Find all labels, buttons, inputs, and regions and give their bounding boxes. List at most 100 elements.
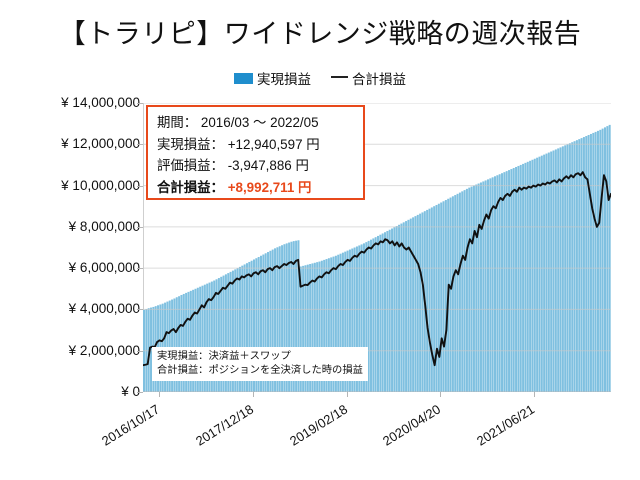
bar: [440, 202, 443, 392]
bar: [231, 270, 234, 392]
bar: [449, 197, 452, 392]
bar: [458, 192, 461, 392]
bar: [281, 245, 284, 392]
bar: [557, 148, 560, 392]
bar: [498, 174, 501, 392]
bar: [594, 131, 597, 392]
bar: [150, 307, 153, 392]
bar: [477, 183, 480, 392]
infobox-realized-value: +12,940,597 円: [227, 136, 320, 152]
x-axis-tick-label: 2019/02/18: [286, 401, 350, 449]
bar: [248, 261, 251, 392]
y-axis-tick-label: ¥ 6,000,000: [68, 260, 140, 276]
bar: [316, 262, 319, 392]
bar: [353, 247, 356, 392]
bar: [517, 165, 520, 392]
chart-legend: 実現損益 合計損益: [0, 68, 640, 88]
bar: [224, 274, 227, 392]
bar: [444, 200, 447, 392]
note-line-total: 合計損益：ポジションを全決済した時の損益: [157, 365, 363, 376]
bar: [407, 219, 410, 392]
bar: [601, 128, 604, 392]
y-axis-tick-mark: [137, 309, 143, 311]
bar: [203, 284, 206, 392]
bar: [405, 221, 408, 392]
bar: [573, 141, 576, 392]
bar: [505, 171, 508, 392]
bar: [575, 140, 578, 392]
bar: [241, 265, 244, 392]
bar: [147, 308, 150, 392]
bar: [166, 301, 169, 392]
x-axis-tick-mark: [346, 392, 348, 397]
infobox-period-value: 2016/03 〜 2022/05: [200, 115, 319, 130]
infobox-unrealized-row: 評価損益： -3,947,886 円: [157, 155, 363, 177]
bar: [182, 293, 185, 392]
bar: [561, 146, 564, 392]
bar: [217, 278, 220, 392]
bar: [484, 180, 487, 392]
bar: [515, 166, 518, 392]
bar: [339, 253, 342, 392]
definition-notebox: 実現損益：決済益＋スワップ 合計損益：ポジションを全決済した時の損益: [152, 347, 368, 381]
y-axis-tick-mark: [137, 185, 143, 187]
bar: [433, 206, 436, 392]
bar: [309, 264, 312, 392]
bar: [529, 160, 532, 392]
y-axis-tick-label: ¥ 2,000,000: [68, 342, 140, 358]
bar: [419, 213, 422, 392]
bar: [292, 241, 295, 392]
bar: [384, 232, 387, 392]
bar: [236, 268, 239, 392]
bar: [180, 294, 183, 392]
x-axis-tick-mark: [440, 392, 442, 397]
bar: [461, 191, 464, 392]
bar: [456, 193, 459, 392]
bar: [320, 260, 323, 392]
y-axis-tick-mark: [137, 392, 143, 393]
bar: [412, 217, 415, 392]
bar: [564, 145, 567, 392]
bar: [311, 263, 314, 392]
y-axis-tick-label: ¥ 4,000,000: [68, 301, 140, 317]
bar: [538, 156, 541, 392]
bar: [194, 288, 197, 392]
bar: [377, 235, 380, 392]
bar: [582, 137, 585, 392]
bar: [369, 239, 372, 392]
bar: [367, 240, 370, 392]
bar: [234, 269, 237, 392]
bar: [571, 142, 574, 392]
bar: [318, 261, 321, 392]
y-axis-tick-label: ¥ 12,000,000: [61, 136, 140, 152]
bar: [313, 262, 316, 392]
bar: [271, 249, 274, 392]
bar: [323, 259, 326, 392]
bar: [238, 266, 241, 392]
y-axis-tick-label: ¥ 10,000,000: [61, 177, 140, 193]
bar: [501, 173, 504, 392]
bar: [402, 222, 405, 392]
bar: [210, 281, 213, 392]
bar: [468, 187, 471, 392]
bar: [269, 250, 272, 392]
bar: [168, 300, 171, 392]
bar: [229, 271, 232, 392]
bar: [512, 168, 515, 392]
bar: [189, 290, 192, 392]
bar: [603, 127, 606, 392]
bar: [489, 178, 492, 392]
bar: [264, 253, 267, 392]
bar: [589, 133, 592, 392]
bar: [358, 245, 361, 392]
bar: [295, 240, 298, 392]
bar: [243, 264, 246, 392]
infobox-unrealized-label: 評価損益：: [157, 158, 224, 173]
y-axis: ¥ 14,000,000 ¥ 12,000,000 ¥ 10,000,000 ¥ 8,…: [0, 0, 143, 480]
bar: [519, 164, 522, 392]
bar: [510, 169, 513, 392]
bar: [437, 203, 440, 392]
y-axis-tick-mark: [137, 268, 143, 270]
bar: [451, 196, 454, 392]
bar: [400, 223, 403, 392]
